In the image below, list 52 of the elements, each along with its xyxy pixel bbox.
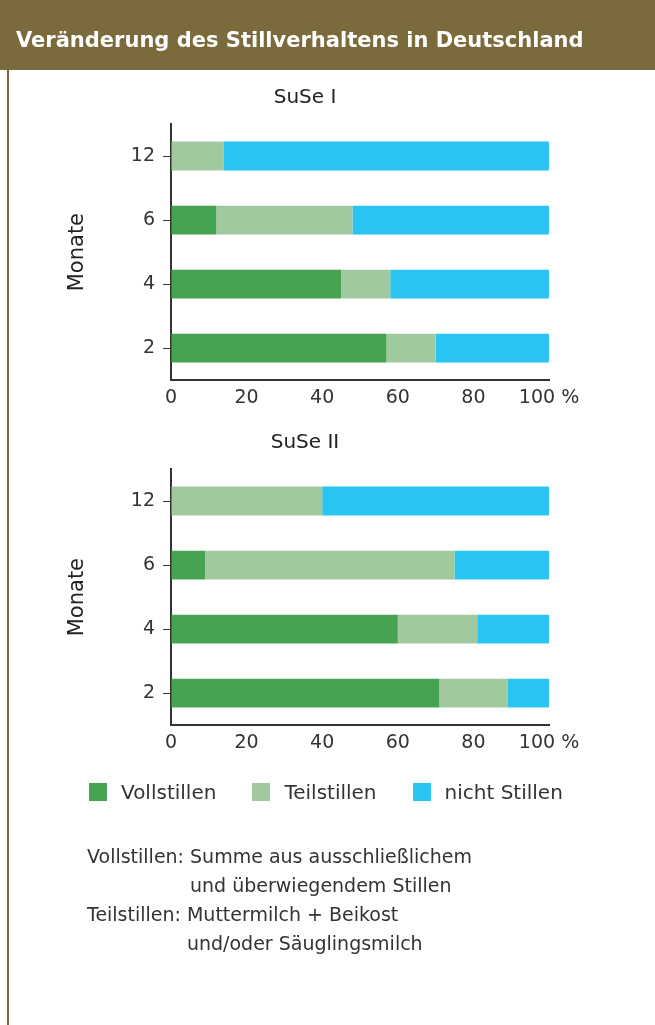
text: Teilstillen: Muttermilch + Beikost und/oder Säuglingsmilch xyxy=(87,902,424,956)
y-tick-label: 4 xyxy=(142,616,155,639)
x-tick-label: 60 xyxy=(385,729,410,752)
x-tick-label: 80 xyxy=(461,729,486,752)
bar xyxy=(171,550,206,580)
bar xyxy=(216,205,353,235)
bar xyxy=(435,333,549,363)
x-tick-label: 60 xyxy=(385,384,410,407)
chart-title: Veränderung des Stillverhaltens in Deutschland xyxy=(0,0,655,70)
y-axis-title: Monate xyxy=(64,212,89,292)
text: Vollstillen: Summe aus ausschließlichem und überwiegendem Stillen xyxy=(87,844,473,898)
bar xyxy=(507,678,549,708)
bar xyxy=(171,141,224,171)
bar xyxy=(223,141,549,171)
bar xyxy=(171,333,387,363)
bar xyxy=(322,486,549,516)
y-tick-label: 6 xyxy=(142,207,155,230)
legend-label: nicht Stillen xyxy=(444,780,563,804)
y-tick-label: 2 xyxy=(142,680,155,703)
y-axis-title: Monate xyxy=(64,557,89,637)
legend-label: Teilstillen xyxy=(284,780,377,804)
y-tick-label: 2 xyxy=(142,335,155,358)
x-tick-label: 20 xyxy=(234,729,259,752)
x-tick-label: 100 % xyxy=(518,384,580,407)
bar xyxy=(352,205,549,235)
chart-title: SuSe II xyxy=(270,429,340,454)
y-tick-label: 12 xyxy=(130,142,155,165)
y-tick-label: 12 xyxy=(130,487,155,510)
x-tick-label: 80 xyxy=(461,384,486,407)
x-tick-label: 40 xyxy=(310,384,335,407)
legend-label: Vollstillen xyxy=(121,780,217,804)
chart-subtitle: SuSe I xyxy=(273,84,337,109)
x-tick-label: 40 xyxy=(310,729,335,752)
x-tick-label: 20 xyxy=(234,384,259,407)
x-tick-label: 0 xyxy=(164,384,178,407)
x-tick-label: 0 xyxy=(164,729,178,752)
y-tick-label: 6 xyxy=(142,552,155,575)
bar xyxy=(439,678,508,708)
bar xyxy=(454,550,549,580)
bar xyxy=(477,614,549,644)
bar xyxy=(397,614,478,644)
bar xyxy=(171,269,342,299)
bar xyxy=(171,614,398,644)
x-tick-label: 100 % xyxy=(518,729,580,752)
bar xyxy=(205,550,455,580)
bar xyxy=(171,486,323,516)
bar xyxy=(171,205,217,235)
bar xyxy=(171,678,440,708)
bar xyxy=(390,269,549,299)
y-tick-label: 4 xyxy=(142,271,155,294)
bar xyxy=(386,333,436,363)
bar xyxy=(341,269,391,299)
